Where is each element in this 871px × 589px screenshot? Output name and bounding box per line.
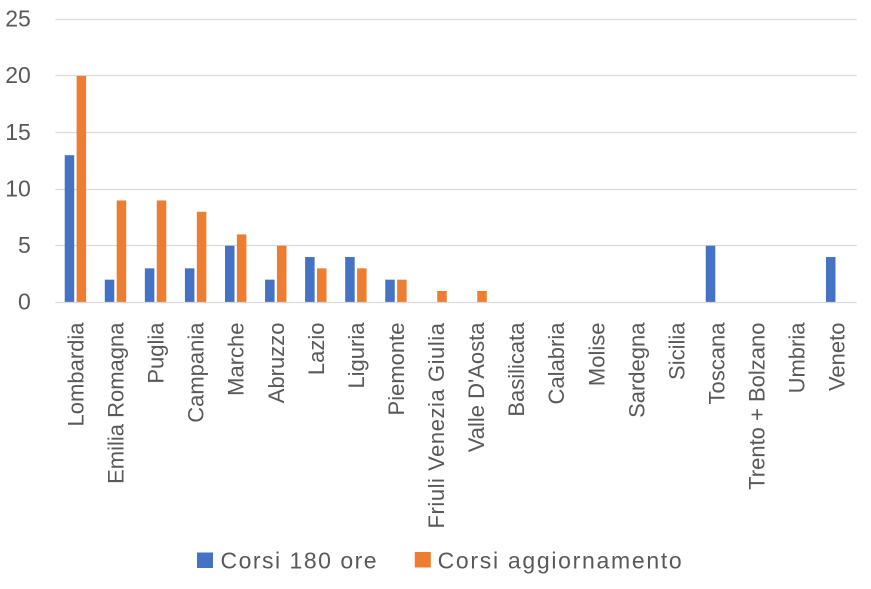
svg-text:0: 0 [18,289,31,315]
svg-text:Emilia Romagna: Emilia Romagna [104,322,129,484]
svg-text:10: 10 [5,175,31,201]
svg-text:Sardegna: Sardegna [624,322,649,418]
svg-text:Calabria: Calabria [544,322,569,405]
svg-text:Abruzzo: Abruzzo [264,323,289,404]
svg-text:Basilicata: Basilicata [504,322,529,417]
svg-text:25: 25 [5,6,31,32]
svg-text:Puglia: Puglia [144,322,169,384]
svg-text:Valle D'Aosta: Valle D'Aosta [464,322,489,453]
svg-text:Umbria: Umbria [785,322,810,394]
svg-text:Molise: Molise [584,323,609,387]
svg-text:Toscana: Toscana [704,322,729,405]
svg-text:Veneto: Veneto [825,323,850,392]
svg-text:Marche: Marche [224,323,249,396]
svg-text:15: 15 [5,119,31,145]
svg-text:Corsi 180 ore: Corsi 180 ore [221,548,379,574]
svg-text:5: 5 [18,232,31,258]
svg-text:Friuli Venezia Giulia: Friuli Venezia Giulia [424,322,449,528]
svg-text:Sicilia: Sicilia [664,322,689,380]
svg-text:Lombardia: Lombardia [63,322,88,427]
svg-text:20: 20 [5,62,31,88]
svg-text:Liguria: Liguria [344,322,369,389]
svg-text:Trento + Bolzano: Trento + Bolzano [745,323,770,490]
svg-text:Piemonte: Piemonte [384,323,409,416]
svg-text:Campania: Campania [184,322,209,423]
svg-text:Lazio: Lazio [304,323,329,376]
svg-text:Corsi aggiornamento: Corsi aggiornamento [438,548,684,574]
